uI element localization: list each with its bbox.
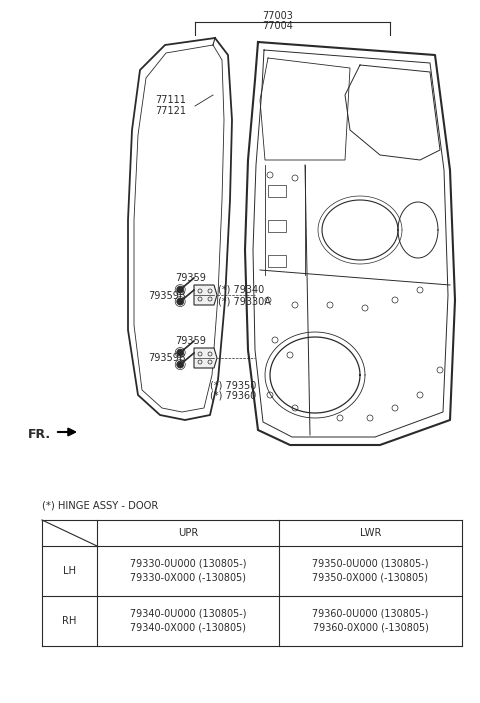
Text: (*) 79340: (*) 79340	[218, 285, 264, 295]
Bar	[268, 220, 286, 232]
Text: 79359: 79359	[175, 273, 206, 283]
Text: 79360-0X000 (-130805): 79360-0X000 (-130805)	[312, 623, 429, 633]
Bar	[268, 255, 286, 267]
Circle shape	[177, 349, 184, 356]
Text: LH: LH	[63, 566, 76, 576]
Text: 77121: 77121	[155, 106, 186, 116]
Text: FR.: FR.	[28, 429, 51, 441]
Text: 79359B: 79359B	[148, 353, 186, 363]
Text: (*) HINGE ASSY - DOOR: (*) HINGE ASSY - DOOR	[42, 501, 158, 511]
Text: (*) 79360: (*) 79360	[210, 391, 256, 401]
Text: 79360-0U000 (130805-): 79360-0U000 (130805-)	[312, 609, 429, 619]
Text: 77003: 77003	[262, 11, 293, 21]
Text: 77111: 77111	[155, 95, 186, 105]
Text: 79330-0X000 (-130805): 79330-0X000 (-130805)	[130, 573, 246, 583]
Text: 79350-0X000 (-130805): 79350-0X000 (-130805)	[312, 573, 429, 583]
Text: 79350-0U000 (130805-): 79350-0U000 (130805-)	[312, 559, 429, 569]
Circle shape	[177, 298, 184, 305]
Text: (*) 79350: (*) 79350	[210, 380, 256, 390]
Text: UPR: UPR	[178, 528, 198, 538]
Text: 79340-0X000 (-130805): 79340-0X000 (-130805)	[130, 623, 246, 633]
Bar	[268, 185, 286, 197]
Polygon shape	[194, 285, 217, 305]
Text: 79359: 79359	[175, 336, 206, 346]
Polygon shape	[194, 348, 217, 368]
Text: (*) 79330A: (*) 79330A	[218, 296, 271, 306]
Text: 79330-0U000 (130805-): 79330-0U000 (130805-)	[130, 559, 246, 569]
Circle shape	[177, 286, 184, 293]
Text: 77004: 77004	[262, 21, 293, 31]
Text: RH: RH	[62, 616, 77, 626]
Circle shape	[177, 361, 184, 368]
Text: LWR: LWR	[360, 528, 381, 538]
Text: 79340-0U000 (130805-): 79340-0U000 (130805-)	[130, 609, 246, 619]
Text: 79359B: 79359B	[148, 291, 186, 301]
